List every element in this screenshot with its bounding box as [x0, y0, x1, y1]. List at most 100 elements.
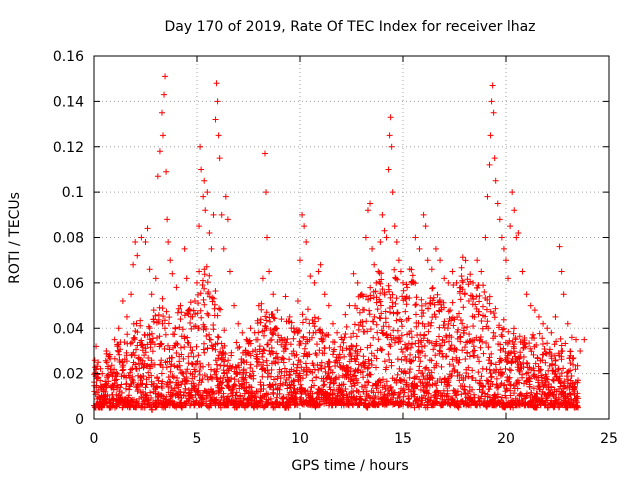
- data-point: [338, 334, 345, 341]
- data-point: [169, 270, 176, 277]
- x-tick-label: 5: [193, 431, 202, 447]
- y-tick-label: 0.06: [53, 276, 84, 292]
- data-point: [163, 168, 170, 175]
- data-point: [274, 307, 281, 314]
- data-point: [263, 189, 270, 196]
- data-point: [391, 223, 398, 230]
- data-point: [215, 132, 222, 139]
- data-point: [441, 275, 448, 282]
- x-axis-ticks: 0 5 10 15 20 25: [90, 56, 618, 447]
- x-tick-label: 10: [291, 431, 309, 447]
- data-point: [397, 268, 404, 275]
- data-point: [531, 307, 538, 314]
- data-point: [432, 245, 439, 252]
- data-point: [453, 279, 460, 286]
- data-point: [212, 116, 219, 123]
- data-point: [393, 239, 400, 246]
- data-point: [162, 73, 169, 80]
- data-point: [247, 325, 254, 332]
- data-point: [220, 245, 227, 252]
- data-point: [214, 98, 221, 105]
- data-point: [400, 279, 406, 286]
- data-point: [299, 211, 306, 218]
- data-point: [556, 243, 563, 250]
- data-point: [164, 216, 171, 223]
- data-point: [385, 166, 392, 173]
- x-axis-label: GPS time / hours: [291, 458, 408, 474]
- data-point: [218, 211, 225, 218]
- data-point: [581, 336, 588, 343]
- data-point: [115, 325, 122, 332]
- data-point: [470, 279, 477, 286]
- y-tick-label: 0.1: [62, 185, 84, 201]
- data-point: [387, 114, 394, 121]
- data-point: [383, 234, 390, 241]
- data-point: [202, 207, 209, 214]
- x-tick-label: 20: [497, 431, 515, 447]
- data-point: [152, 275, 159, 282]
- y-axis-label: ROTI / TECUs: [7, 192, 23, 284]
- data-point: [484, 193, 491, 200]
- data-point: [103, 347, 110, 354]
- data-point: [491, 155, 498, 162]
- data-point: [408, 279, 415, 286]
- data-point: [350, 270, 357, 277]
- y-tick-label: 0.04: [53, 321, 84, 337]
- data-point: [540, 320, 547, 327]
- data-point: [373, 279, 380, 286]
- data-point: [568, 334, 575, 341]
- data-point: [548, 329, 555, 336]
- data-point: [301, 223, 308, 230]
- data-point: [354, 279, 361, 286]
- data-point: [123, 313, 130, 320]
- data-point: [311, 279, 318, 286]
- data-point: [206, 229, 213, 236]
- data-point: [201, 177, 208, 184]
- y-tick-label: 0.14: [53, 94, 84, 110]
- data-point: [416, 245, 423, 252]
- data-point: [503, 257, 509, 264]
- data-point: [307, 273, 314, 280]
- data-point: [213, 80, 220, 87]
- data-point: [358, 291, 365, 298]
- data-points: [91, 73, 588, 413]
- data-point: [191, 298, 198, 305]
- data-point: [107, 366, 114, 373]
- data-point: [290, 325, 297, 332]
- data-point: [334, 329, 341, 336]
- data-point: [577, 347, 584, 354]
- data-point: [278, 316, 285, 323]
- y-tick-label: 0: [75, 412, 84, 428]
- data-point: [573, 336, 580, 343]
- data-point: [386, 132, 393, 139]
- data-point: [513, 234, 520, 241]
- data-point: [321, 291, 328, 298]
- data-point: [445, 279, 452, 286]
- grid-lines: [94, 56, 609, 419]
- data-point: [564, 320, 571, 327]
- data-point: [492, 177, 499, 184]
- data-point: [505, 275, 512, 282]
- data-point: [523, 291, 530, 298]
- data-point: [437, 257, 444, 264]
- data-point: [130, 261, 137, 268]
- data-point: [197, 143, 204, 150]
- data-point: [346, 302, 353, 309]
- data-point: [369, 245, 376, 252]
- data-point: [487, 132, 494, 139]
- y-axis-ticks: 0 0.02 0.04 0.06 0.08 0.1 0.12 0.14 0.16: [53, 49, 609, 428]
- data-point: [154, 173, 161, 180]
- data-point: [173, 284, 180, 291]
- data-point: [560, 291, 567, 298]
- data-point: [177, 302, 184, 309]
- data-point: [216, 155, 223, 162]
- data-point: [558, 268, 565, 275]
- data-point: [165, 239, 172, 246]
- data-point: [111, 336, 118, 343]
- data-point: [424, 257, 431, 264]
- data-point: [507, 223, 514, 230]
- data-point: [286, 313, 293, 320]
- data-point: [224, 216, 231, 223]
- data-point: [371, 261, 378, 268]
- data-point: [99, 370, 106, 377]
